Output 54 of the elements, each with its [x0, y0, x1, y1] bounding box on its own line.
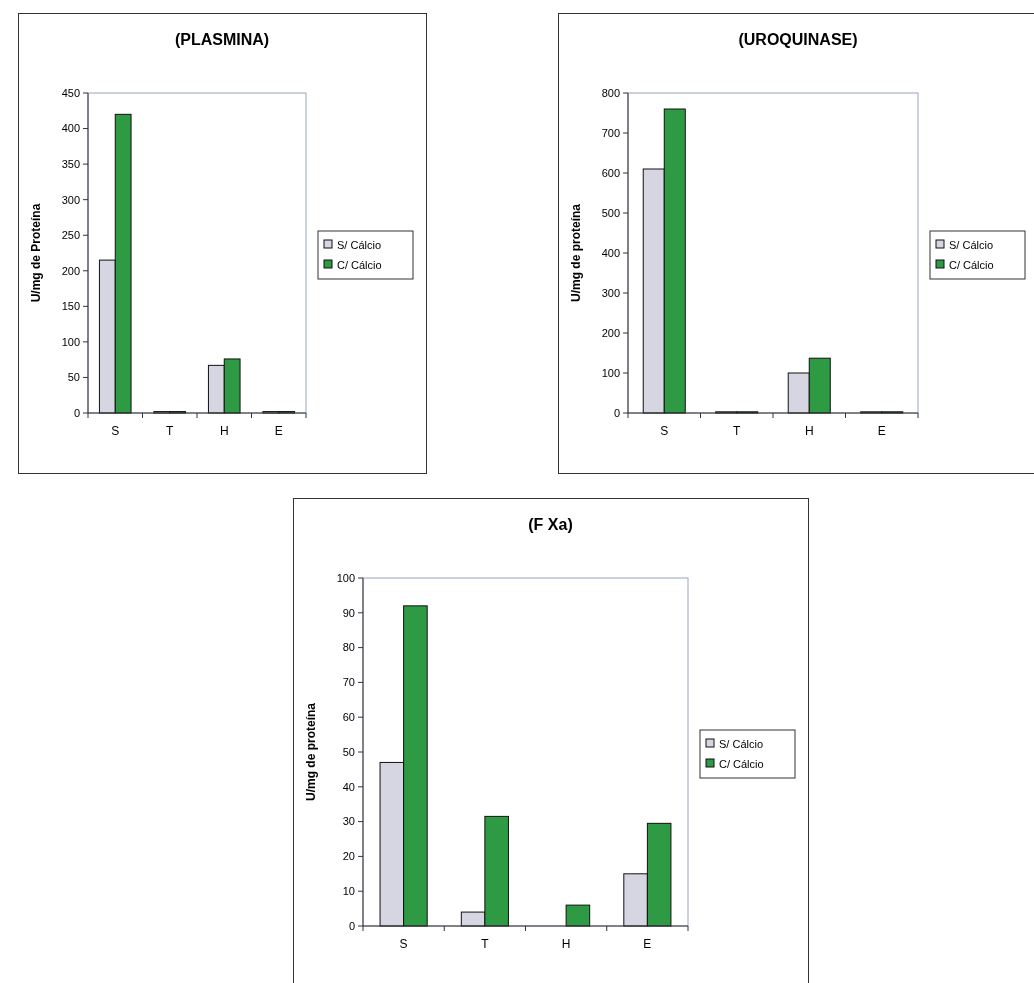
x-tick-label: H: [219, 424, 229, 438]
y-tick-label: 50: [67, 371, 80, 384]
y-tick-label: 100: [601, 366, 620, 379]
y-axis-title: U/mg de Proteína: [29, 203, 43, 303]
legend-label: C/ Cálcio: [337, 258, 382, 271]
legend-label: S/ Cálcio: [337, 238, 382, 251]
y-tick-label: 600: [601, 166, 620, 179]
y-tick-label: 0: [73, 406, 80, 419]
y-tick-label: 80: [342, 641, 355, 654]
y-tick-label: 30: [342, 815, 355, 828]
y-tick-label: 60: [342, 711, 355, 724]
y-tick-label: 300: [61, 193, 80, 206]
y-tick-label: 300: [601, 286, 620, 299]
y-tick-label: 250: [61, 229, 80, 242]
y-tick-label: 50: [342, 745, 355, 758]
legend-label: C/ Cálcio: [719, 757, 764, 770]
y-tick-label: 150: [61, 300, 80, 313]
chart-title: (F Xa): [528, 516, 573, 533]
y-tick-label: 450: [61, 86, 80, 99]
y-tick-label: 400: [601, 246, 620, 259]
x-tick-label: E: [877, 424, 886, 438]
y-tick-label: 0: [348, 919, 355, 932]
y-axis-title: U/mg de proteína: [569, 203, 583, 303]
x-tick-label: E: [643, 937, 652, 951]
y-tick-label: 0: [613, 406, 620, 419]
legend-label: S/ Cálcio: [719, 737, 764, 750]
y-tick-label: 350: [61, 157, 80, 170]
y-tick-label: 70: [342, 676, 355, 689]
x-tick-label: S: [111, 424, 120, 438]
y-tick-label: 500: [601, 206, 620, 219]
x-tick-label: S: [660, 424, 669, 438]
y-axis-title: U/mg de proteína: [304, 702, 318, 802]
x-tick-label: S: [399, 937, 408, 951]
chart-title: (UROQUINASE): [738, 31, 858, 48]
x-tick-label: T: [166, 424, 175, 438]
y-tick-label: 90: [342, 606, 355, 619]
chart-title: (PLASMINA): [174, 31, 270, 48]
legend-label: C/ Cálcio: [949, 258, 994, 271]
legend-label: S/ Cálcio: [949, 238, 994, 251]
y-tick-label: 40: [342, 780, 355, 793]
y-tick-label: 800: [601, 86, 620, 99]
y-tick-label: 20: [342, 850, 355, 863]
y-tick-label: 10: [342, 885, 355, 898]
y-tick-label: 400: [61, 122, 80, 135]
x-tick-label: T: [481, 937, 490, 951]
y-tick-label: 100: [336, 571, 355, 584]
x-tick-label: H: [804, 424, 814, 438]
y-tick-label: 700: [601, 126, 620, 139]
x-tick-label: H: [561, 937, 571, 951]
x-tick-label: T: [733, 424, 742, 438]
y-tick-label: 100: [61, 335, 80, 348]
x-tick-label: E: [274, 424, 283, 438]
y-tick-label: 200: [601, 326, 620, 339]
y-tick-label: 200: [61, 264, 80, 277]
